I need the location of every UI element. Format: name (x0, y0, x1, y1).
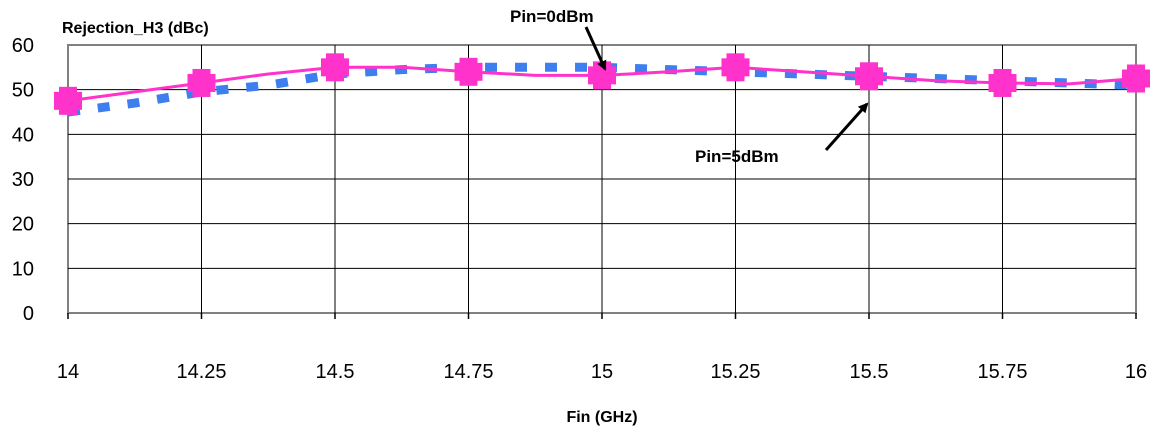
x-tick-label: 14.25 (176, 361, 226, 383)
x-axis: 14 14.25 14.5 14.75 15 15.25 15.5 15.75 16 (57, 313, 1147, 383)
data-marker-crossbar (588, 66, 616, 85)
grid (68, 45, 1136, 313)
data-marker-crossbar (187, 73, 216, 92)
y-tick-label: 30 (12, 169, 34, 191)
data-marker-crossbar (988, 73, 1017, 92)
x-tick-label: 15.25 (710, 361, 760, 383)
markers (54, 53, 1150, 115)
data-marker-crossbar (855, 67, 883, 86)
y-tick-label: 50 (12, 80, 34, 102)
data-marker-crossbar (454, 62, 483, 81)
x-tick-label: 14.75 (443, 361, 493, 383)
annotation-pin-5dbm: Pin=5dBm (695, 147, 779, 166)
y-tick-label: 0 (23, 303, 34, 325)
x-tick-label: 15 (591, 361, 613, 383)
annotation-arrow-pin-5dbm (824, 102, 869, 151)
data-marker-crossbar (321, 58, 349, 77)
data-marker-crossbar (54, 91, 82, 110)
x-axis-title: Fin (GHz) (566, 409, 637, 426)
x-tick-label: 16 (1125, 361, 1147, 383)
y-tick-label: 60 (12, 35, 34, 57)
y-tick-label: 20 (12, 214, 34, 236)
y-axis-title: Rejection_H3 (dBc) (62, 20, 209, 37)
x-tick-label: 14 (57, 361, 79, 383)
annotation-arrow-pin-0dbm (584, 26, 607, 71)
y-tick-label: 10 (12, 258, 34, 280)
y-axis: 0 10 20 30 40 50 60 (12, 35, 34, 325)
data-marker-crossbar (721, 58, 750, 77)
y-tick-label: 40 (12, 124, 34, 146)
x-tick-label: 15.5 (850, 361, 889, 383)
x-tick-label: 15.75 (977, 361, 1027, 383)
x-tick-label: 14.5 (316, 361, 355, 383)
annotation-pin-0dbm: Pin=0dBm (510, 7, 594, 26)
data-marker-crossbar (1122, 69, 1150, 88)
